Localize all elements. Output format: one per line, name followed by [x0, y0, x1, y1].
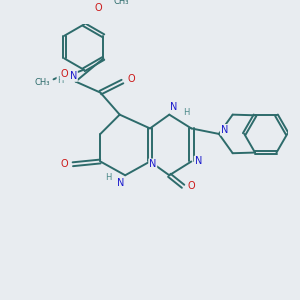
Text: H: H [57, 76, 64, 85]
Text: N: N [170, 102, 177, 112]
Text: H: H [183, 108, 189, 117]
Text: N: N [194, 157, 202, 166]
Text: O: O [94, 3, 102, 13]
Text: O: O [61, 159, 68, 169]
Text: H: H [106, 173, 112, 182]
Text: N: N [117, 178, 125, 188]
Text: O: O [128, 74, 135, 84]
Text: N: N [221, 125, 228, 135]
Text: O: O [188, 181, 195, 191]
Text: N: N [149, 159, 156, 169]
Text: CH₃: CH₃ [35, 78, 50, 87]
Text: CH₃: CH₃ [113, 0, 129, 6]
Text: O: O [61, 69, 68, 80]
Text: N: N [70, 71, 77, 81]
